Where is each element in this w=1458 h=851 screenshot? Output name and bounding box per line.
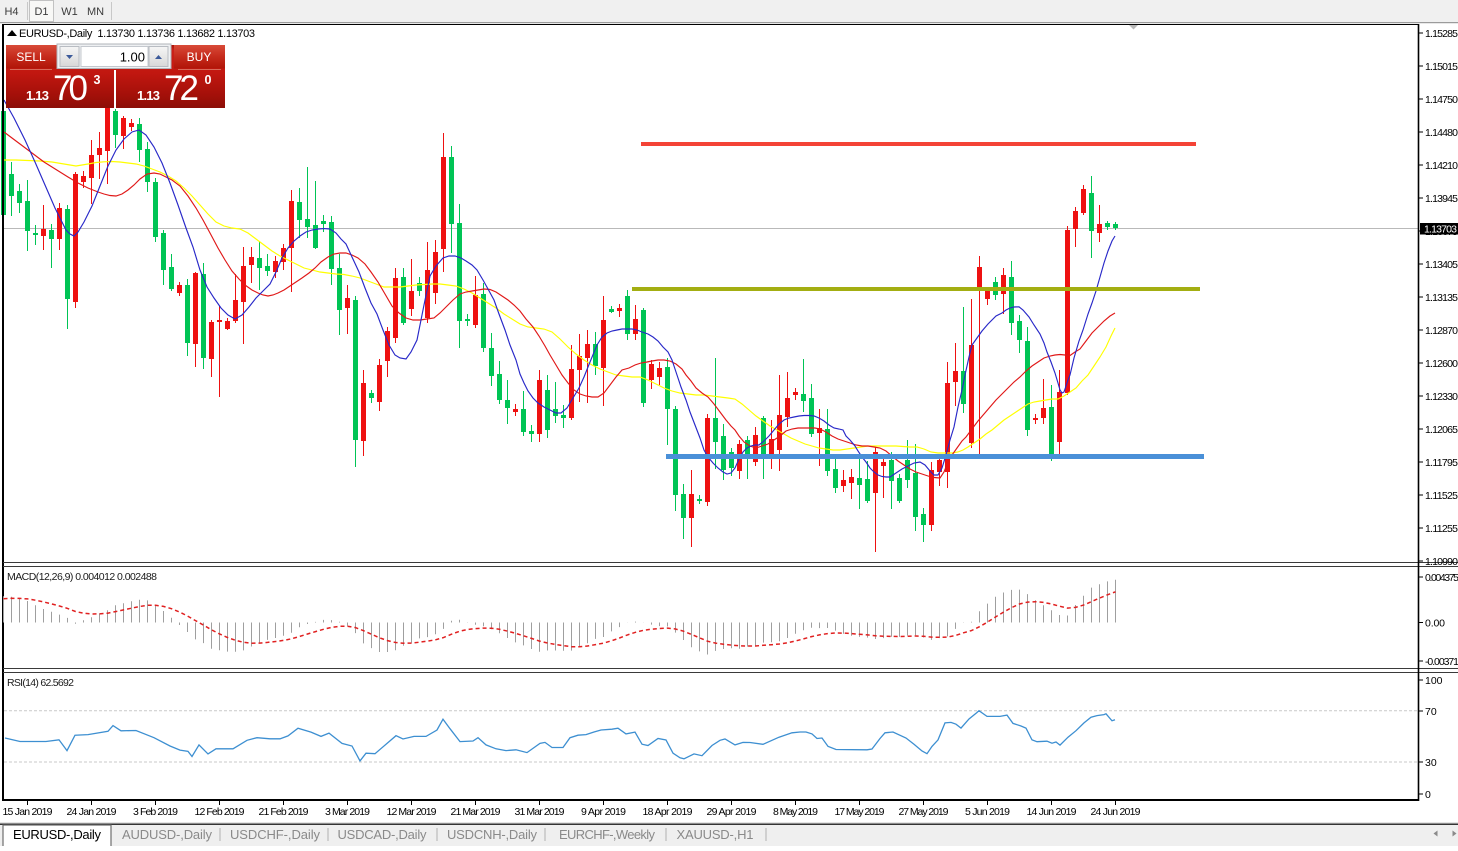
svg-text:12 Feb 2019: 12 Feb 2019 [195,806,245,818]
svg-text:1.11255: 1.11255 [1425,523,1458,535]
svg-text:1.11525: 1.11525 [1425,490,1458,502]
svg-text:0.004375: 0.004375 [1425,572,1458,584]
svg-text:21 Feb 2019: 21 Feb 2019 [259,806,309,818]
svg-text:70: 70 [53,69,88,108]
svg-text:24 Jan 2019: 24 Jan 2019 [67,806,117,818]
svg-text:3 Mar 2019: 3 Mar 2019 [325,806,370,818]
svg-text:D1: D1 [34,6,48,18]
svg-text:RSI(14) 62.5692: RSI(14) 62.5692 [7,677,74,689]
svg-text:17 May 2019: 17 May 2019 [835,806,885,818]
svg-text:1.12600: 1.12600 [1425,358,1458,370]
svg-text:1.12330: 1.12330 [1425,391,1458,403]
svg-text:30: 30 [1425,757,1437,769]
svg-text:14 Jun 2019: 14 Jun 2019 [1027,806,1077,818]
svg-text:1.14750: 1.14750 [1425,94,1458,106]
svg-text:1.15015: 1.15015 [1425,61,1458,73]
svg-text:12 Mar 2019: 12 Mar 2019 [387,806,437,818]
svg-text:1.11795: 1.11795 [1425,457,1458,469]
svg-text:H4: H4 [4,6,18,18]
svg-text:27 May 2019: 27 May 2019 [899,806,949,818]
svg-text:1.14210: 1.14210 [1425,160,1458,172]
svg-text:1.13703: 1.13703 [1424,224,1457,236]
svg-text:18 Apr 2019: 18 Apr 2019 [643,806,693,818]
svg-text:0.00: 0.00 [1425,618,1445,630]
svg-text:70: 70 [1425,706,1437,718]
svg-text:SELL: SELL [16,50,46,64]
svg-text:MN: MN [87,6,104,18]
svg-text:100: 100 [1425,675,1443,687]
svg-text:0: 0 [205,73,212,87]
svg-text:3: 3 [94,73,101,87]
svg-text:1.13: 1.13 [137,88,160,103]
svg-text:15 Jan 2019: 15 Jan 2019 [3,806,53,818]
svg-text:USDCAD-,Daily: USDCAD-,Daily [338,827,428,842]
svg-text:AUDUSD-,Daily: AUDUSD-,Daily [122,827,213,842]
svg-text:5 Jun 2019: 5 Jun 2019 [965,806,1010,818]
svg-text:1.14480: 1.14480 [1425,127,1458,139]
svg-text:1.13: 1.13 [26,88,49,103]
svg-text:31 Mar 2019: 31 Mar 2019 [515,806,565,818]
svg-text:XAUUSD-,H1: XAUUSD-,H1 [677,827,754,842]
svg-text:0: 0 [1425,789,1431,801]
svg-text:1.10990: 1.10990 [1425,556,1458,568]
svg-text:USDCNH-,Daily: USDCNH-,Daily [447,827,538,842]
svg-text:1.12870: 1.12870 [1425,325,1458,337]
svg-text:21 Mar 2019: 21 Mar 2019 [451,806,501,818]
svg-text:3 Feb 2019: 3 Feb 2019 [133,806,178,818]
svg-text:1.15285: 1.15285 [1425,28,1458,40]
svg-text:USDCHF-,Daily: USDCHF-,Daily [230,827,321,842]
svg-text:W1: W1 [61,6,78,18]
svg-text:MACD(12,26,9) 0.004012 0.00248: MACD(12,26,9) 0.004012 0.002488 [7,571,157,583]
svg-text:EURCHF-,Weekly: EURCHF-,Weekly [559,827,656,842]
svg-text:9 Apr 2019: 9 Apr 2019 [581,806,626,818]
svg-text:1.00: 1.00 [120,50,145,65]
svg-text:8 May 2019: 8 May 2019 [773,806,818,818]
svg-text:BUY: BUY [187,50,212,64]
svg-text:1.13945: 1.13945 [1425,193,1458,205]
svg-text:1.12065: 1.12065 [1425,424,1458,436]
svg-text:1.13135: 1.13135 [1425,292,1458,304]
svg-text:29 Apr 2019: 29 Apr 2019 [707,806,757,818]
svg-text:24 Jun 2019: 24 Jun 2019 [1091,806,1141,818]
svg-text:1.13405: 1.13405 [1425,259,1458,271]
svg-text:-0.00371: -0.00371 [1425,656,1458,668]
svg-text:EURUSD-,Daily 1.13730 1.13736: EURUSD-,Daily 1.13730 1.13736 1.13682 1.… [19,28,255,40]
svg-text:EURUSD-,Daily: EURUSD-,Daily [13,827,102,842]
svg-text:72: 72 [164,69,199,108]
